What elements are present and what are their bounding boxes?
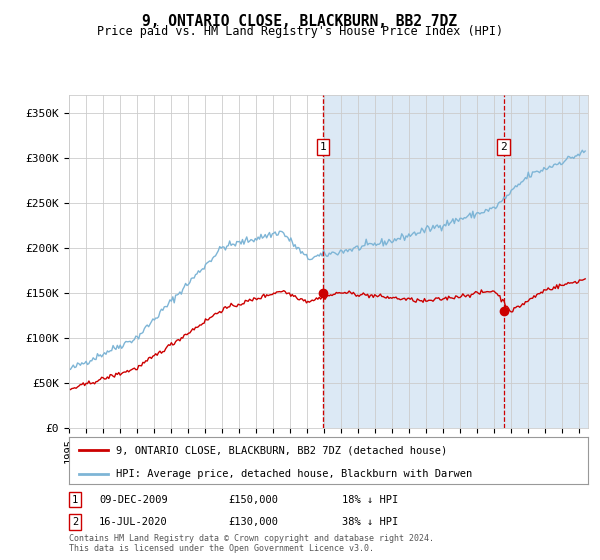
Text: Contains HM Land Registry data © Crown copyright and database right 2024.
This d: Contains HM Land Registry data © Crown c…	[69, 534, 434, 553]
Text: 9, ONTARIO CLOSE, BLACKBURN, BB2 7DZ: 9, ONTARIO CLOSE, BLACKBURN, BB2 7DZ	[143, 14, 458, 29]
Text: 1: 1	[320, 142, 326, 152]
Text: 38% ↓ HPI: 38% ↓ HPI	[342, 517, 398, 527]
Text: 09-DEC-2009: 09-DEC-2009	[99, 494, 168, 505]
Text: Price paid vs. HM Land Registry's House Price Index (HPI): Price paid vs. HM Land Registry's House …	[97, 25, 503, 38]
Text: 9, ONTARIO CLOSE, BLACKBURN, BB2 7DZ (detached house): 9, ONTARIO CLOSE, BLACKBURN, BB2 7DZ (de…	[116, 445, 447, 455]
Text: 2: 2	[72, 517, 78, 527]
Text: 2: 2	[500, 142, 507, 152]
Text: £150,000: £150,000	[228, 494, 278, 505]
Text: £130,000: £130,000	[228, 517, 278, 527]
Text: 18% ↓ HPI: 18% ↓ HPI	[342, 494, 398, 505]
Text: HPI: Average price, detached house, Blackburn with Darwen: HPI: Average price, detached house, Blac…	[116, 469, 472, 479]
Text: 1: 1	[72, 494, 78, 505]
Bar	[323, 95, 600, 428]
Text: 16-JUL-2020: 16-JUL-2020	[99, 517, 168, 527]
